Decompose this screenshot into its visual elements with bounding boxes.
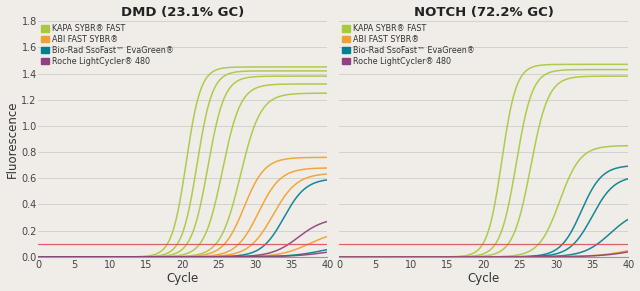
Legend: KAPA SYBR® FAST, ABI FAST SYBR®, Bio-Rad SsoFast™ EvaGreen®, Roche LightCycler® : KAPA SYBR® FAST, ABI FAST SYBR®, Bio-Rad…	[40, 23, 175, 67]
Title: DMD (23.1% GC): DMD (23.1% GC)	[121, 6, 244, 19]
X-axis label: Cycle: Cycle	[166, 272, 199, 285]
X-axis label: Cycle: Cycle	[468, 272, 500, 285]
Legend: KAPA SYBR® FAST, ABI FAST SYBR®, Bio-Rad SsoFast™ EvaGreen®, Roche LightCycler® : KAPA SYBR® FAST, ABI FAST SYBR®, Bio-Rad…	[341, 23, 476, 67]
Y-axis label: Fluorescence: Fluorescence	[6, 100, 19, 178]
Title: NOTCH (72.2% GC): NOTCH (72.2% GC)	[414, 6, 554, 19]
